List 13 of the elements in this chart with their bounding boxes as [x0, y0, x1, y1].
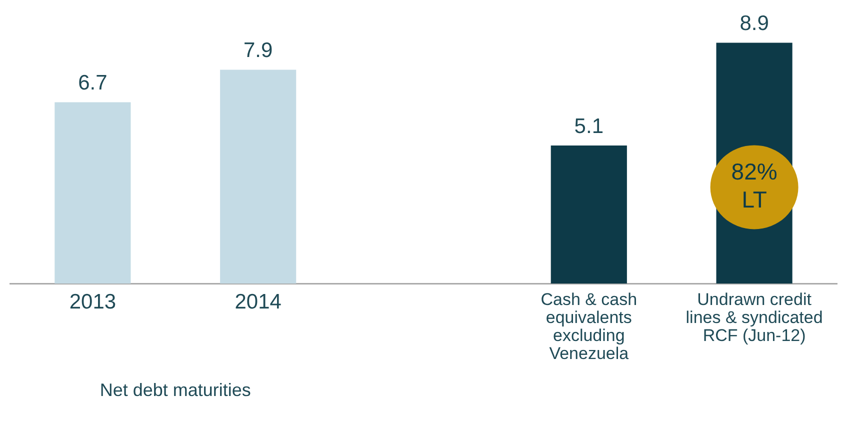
- x-tick-label: Undrawn credit lines & syndicated RCF (Jun-12): [686, 290, 823, 345]
- data-label: 7.9: [244, 39, 273, 62]
- data-label: 6.7: [78, 72, 108, 95]
- bar: [220, 70, 296, 284]
- text: Net debt maturities: [100, 380, 251, 400]
- bar: [54, 102, 131, 284]
- data-label: 8.9: [740, 12, 769, 36]
- x-tick-label: Cash & cash equivalents excluding Venezuela: [540, 290, 638, 363]
- annotation: 82% LT: [731, 158, 778, 213]
- data-label: 5.1: [574, 114, 604, 138]
- x-tick-label: 2014: [234, 290, 282, 314]
- x-tick-label: 2013: [69, 290, 116, 314]
- bar: [550, 146, 627, 284]
